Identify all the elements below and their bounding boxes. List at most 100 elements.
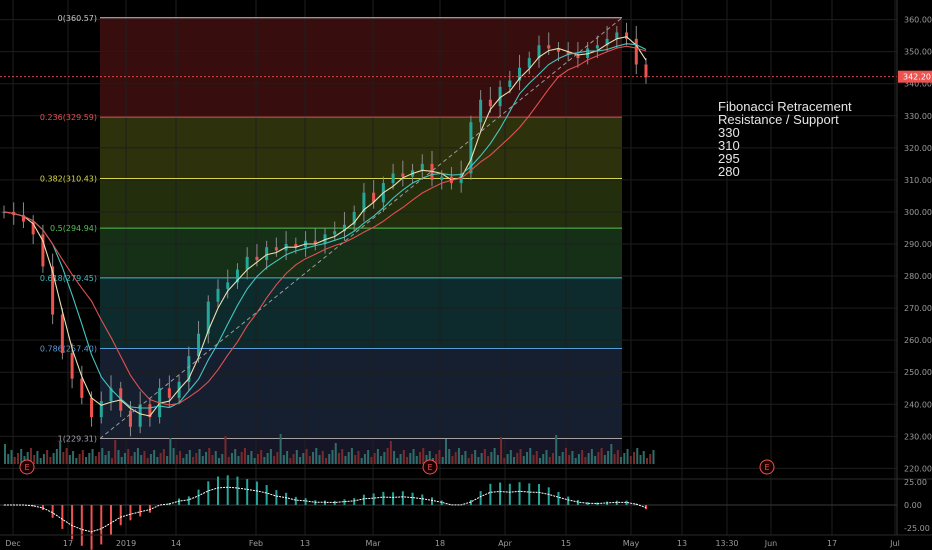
volume-bar: [299, 457, 302, 464]
osc-bar: [285, 492, 288, 505]
osc-bar: [333, 500, 336, 505]
osc-bar: [265, 485, 268, 505]
earnings-marker-circle: [19, 459, 35, 475]
osc-bar: [411, 492, 414, 505]
volume-bar: [636, 448, 639, 464]
volume-bar: [607, 451, 610, 464]
volume-bar: [289, 458, 292, 464]
fib-level-label: 0(360.57): [58, 14, 97, 23]
volume-bar: [273, 456, 276, 464]
volume-bar: [42, 454, 45, 464]
volume-bar: [266, 453, 269, 464]
volume-bar: [111, 458, 113, 464]
volume-bar: [104, 455, 107, 464]
osc-bar: [469, 500, 472, 505]
volume-bar: [334, 443, 337, 464]
volume-bar: [545, 450, 548, 464]
osc-bar: [343, 499, 346, 505]
volume-bar: [613, 454, 616, 464]
volume-bar: [639, 455, 642, 464]
osc-bar: [586, 502, 589, 505]
volume-bar: [513, 457, 516, 464]
volume-bar: [276, 452, 279, 464]
volume-bar: [68, 455, 71, 464]
volume-bar: [360, 458, 363, 464]
volume-bar: [503, 458, 506, 464]
osc-bar: [139, 505, 142, 517]
volume-bar: [519, 449, 522, 464]
candle-body: [197, 333, 201, 357]
volume-bar: [29, 448, 32, 464]
volume-bar: [646, 458, 648, 464]
current-price-badge: [898, 70, 932, 83]
candle-body: [255, 256, 259, 261]
volume-bar: [454, 452, 457, 464]
volume-bar: [474, 450, 477, 464]
volume-bar: [568, 455, 571, 464]
candle-body: [566, 51, 570, 55]
fib-zone: [100, 178, 622, 229]
candle-body: [547, 45, 551, 49]
candle-body: [479, 99, 483, 123]
osc-bar: [508, 483, 511, 505]
volume-bar: [123, 453, 126, 464]
volume-bar: [20, 449, 23, 464]
volume-bar: [52, 453, 55, 464]
volume-bar: [347, 452, 350, 464]
volume-bar: [282, 455, 285, 464]
time-tick-label: 17: [827, 539, 837, 548]
price-tick-label: 350.00: [904, 48, 932, 57]
earnings-marker: E: [759, 459, 775, 475]
volume-bar: [470, 454, 473, 464]
moving-average-line: [3, 36, 647, 417]
price-axis: 220.00 230.00 240.00 250.00 260.00 270.00 280.…: [896, 0, 932, 535]
volume-bar: [522, 456, 525, 464]
earnings-marker-label: E: [427, 463, 432, 472]
volume-bar: [33, 455, 36, 464]
volume-bar: [94, 456, 97, 464]
volume-bar: [526, 452, 529, 464]
volume-bar: [156, 457, 159, 464]
volume-bar: [506, 454, 509, 464]
candle-body: [109, 388, 113, 402]
volume-bar: [7, 454, 10, 464]
volume-bar: [302, 453, 305, 464]
osc-bar: [499, 482, 502, 505]
volume-bar: [237, 456, 240, 464]
annotation-line: Fibonacci Retracement: [718, 99, 852, 114]
volume-bar: [357, 451, 360, 464]
fib-lines: 0(360.57) 0.236(329.59) 0.382(310.43) 0.5(2…: [40, 14, 622, 444]
earnings-marker-label: E: [24, 463, 29, 472]
volume-bar: [597, 452, 600, 464]
osc-bar: [148, 505, 151, 513]
volume-bar: [344, 456, 347, 464]
volume-bar: [535, 451, 538, 464]
price-tick-label: 230.00: [904, 432, 932, 441]
candle-body: [80, 378, 84, 398]
time-tick-label: 15: [561, 539, 571, 548]
volume-bar: [159, 453, 162, 464]
volume-bar: [182, 458, 185, 464]
osc-bar: [80, 505, 83, 546]
price-tick-label: 240.00: [904, 400, 932, 409]
volume-bar: [224, 436, 227, 464]
price-tick-label: 280.00: [904, 272, 932, 281]
osc-bar: [100, 505, 103, 545]
candle-body: [167, 388, 171, 398]
annotation-line: 330: [718, 125, 740, 140]
volume-bar: [561, 452, 564, 464]
time-tick-label: 14: [171, 539, 181, 548]
volume-bar: [594, 456, 597, 464]
volume-bar: [253, 458, 256, 464]
volume-bar: [81, 450, 84, 464]
osc-bar: [119, 505, 122, 526]
volume-bar: [603, 455, 606, 464]
candle-body: [352, 211, 356, 225]
fib-level-label: 0.5(294.94): [50, 224, 97, 233]
osc-bar: [567, 496, 570, 505]
volume-bar: [393, 451, 396, 464]
price-tick-label: 300.00: [904, 208, 932, 217]
volume-bar: [136, 448, 139, 464]
time-tick-label: 2019: [116, 539, 136, 548]
